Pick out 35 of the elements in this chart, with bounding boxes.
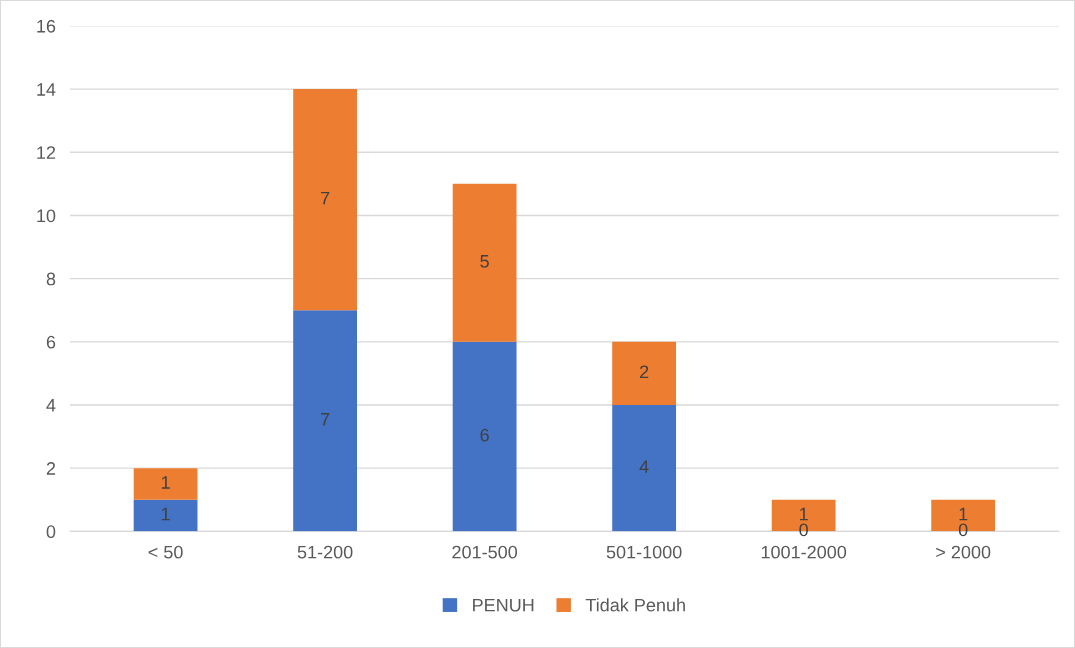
bar <box>612 405 677 532</box>
data-label: 2 <box>640 365 649 379</box>
x-tick-label: 1001-2000 <box>761 545 847 559</box>
y-tick-label: 4 <box>46 399 56 412</box>
bar <box>452 341 517 532</box>
y-tick-label: 12 <box>37 146 56 159</box>
y-tick-label: 6 <box>46 335 56 349</box>
bar <box>293 89 357 311</box>
legend-label: PENUH <box>473 598 534 612</box>
x-tick-label: 51-200 <box>297 545 353 559</box>
data-label: 1 <box>800 507 808 521</box>
data-label: 7 <box>321 191 330 205</box>
x-tick-label: 501-1000 <box>606 545 682 559</box>
y-tick-label: 2 <box>46 462 56 475</box>
x-tick-label: > 2000 <box>936 545 991 559</box>
bar <box>452 183 517 342</box>
data-label: 7 <box>321 413 330 426</box>
bar <box>133 499 198 532</box>
bar <box>133 468 198 500</box>
data-label: 4 <box>639 460 649 473</box>
data-label: 1 <box>161 476 170 489</box>
y-tick-label: 14 <box>37 83 56 96</box>
y-tick-label: 16 <box>37 19 56 33</box>
data-label: 6 <box>480 428 489 442</box>
data-label: 5 <box>480 255 489 268</box>
bar <box>612 341 677 405</box>
data-label: 1 <box>161 507 170 521</box>
x-tick-label: 201-500 <box>452 545 518 559</box>
y-tick-label: 10 <box>37 209 56 223</box>
x-tick-label: < 50 <box>148 545 183 559</box>
legend-label: Tidak Penuh <box>585 598 685 612</box>
bar <box>293 310 357 532</box>
data-label: 1 <box>959 507 968 521</box>
y-tick-label: 8 <box>46 272 56 286</box>
y-tick-label: 0 <box>46 525 56 539</box>
